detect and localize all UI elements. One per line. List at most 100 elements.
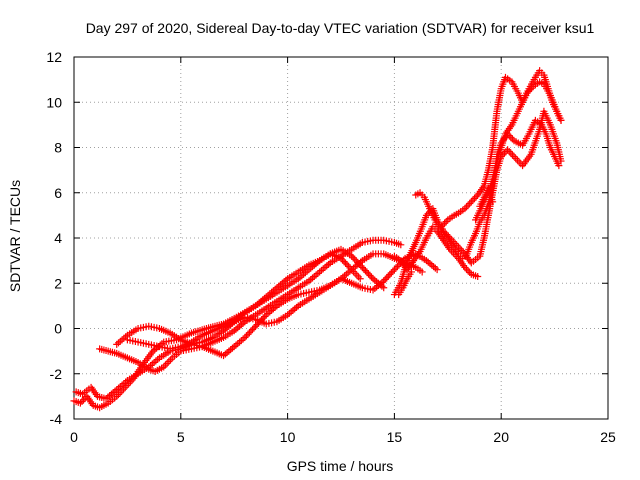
data-point xyxy=(342,259,350,267)
data-point xyxy=(508,135,516,143)
data-point xyxy=(383,274,391,282)
ticks xyxy=(73,56,609,420)
series-track-i xyxy=(472,78,565,224)
data-point xyxy=(557,116,565,124)
data-point xyxy=(464,267,472,275)
data-point xyxy=(247,327,255,335)
data-point xyxy=(348,252,356,260)
y-tick-label: 0 xyxy=(54,321,62,337)
data-point xyxy=(360,265,368,273)
data-point xyxy=(343,261,351,269)
data-point xyxy=(368,273,376,281)
x-tick-label: 5 xyxy=(177,429,185,445)
data-point xyxy=(528,84,536,92)
data-point xyxy=(245,329,253,337)
data-point xyxy=(384,272,392,280)
data-point xyxy=(386,271,394,279)
y-axis-title: SDTVAR / TECUs xyxy=(7,180,23,292)
series-track-c xyxy=(96,236,405,375)
data-point xyxy=(464,201,472,209)
y-tick-label: 4 xyxy=(54,230,62,246)
series-track-l xyxy=(476,184,497,210)
x-axis-title: GPS time / hours xyxy=(287,458,394,474)
data-point xyxy=(340,258,348,266)
data-point xyxy=(361,267,369,275)
data-point xyxy=(437,223,445,231)
data-point xyxy=(442,218,450,226)
data-point xyxy=(252,322,260,330)
x-tick-label: 15 xyxy=(387,429,403,445)
y-tick-label: -2 xyxy=(50,366,63,382)
data-point xyxy=(500,149,508,157)
data-point xyxy=(441,219,449,227)
data-point xyxy=(358,263,366,271)
y-tick-label: 12 xyxy=(46,49,62,65)
data-points xyxy=(70,67,565,412)
data-point xyxy=(241,334,249,342)
data-point xyxy=(524,88,532,96)
x-tick-label: 10 xyxy=(280,429,296,445)
data-point xyxy=(469,196,477,204)
data-point xyxy=(461,205,469,213)
data-point xyxy=(433,266,441,274)
data-point xyxy=(249,325,257,333)
data-point xyxy=(393,262,401,270)
data-point xyxy=(462,265,470,273)
y-tick-label: 6 xyxy=(54,185,62,201)
series-track-j xyxy=(390,223,482,280)
grid xyxy=(74,57,608,419)
data-point xyxy=(351,255,359,263)
data-point xyxy=(422,211,430,219)
data-point xyxy=(505,147,513,155)
y-tick-label: 10 xyxy=(46,94,62,110)
data-point xyxy=(489,198,497,206)
data-point xyxy=(381,275,389,283)
data-point xyxy=(380,277,388,285)
x-tick-label: 20 xyxy=(493,429,509,445)
data-point xyxy=(397,241,405,249)
data-point xyxy=(504,146,512,154)
x-tick-label: 0 xyxy=(70,429,78,445)
data-point xyxy=(244,330,252,338)
data-point xyxy=(387,269,395,277)
data-point xyxy=(339,256,347,264)
data-point xyxy=(555,162,563,170)
tick-labels: 0 5 10 15 20 25 -4 -2 0 2 4 6 8 10 12 xyxy=(46,49,616,445)
series-track-e xyxy=(123,250,441,353)
data-point xyxy=(392,264,400,272)
y-tick-label: 8 xyxy=(54,140,62,156)
data-point xyxy=(407,268,415,276)
data-point xyxy=(356,275,364,283)
data-point xyxy=(507,149,515,157)
data-point xyxy=(390,266,398,274)
series-track-k xyxy=(395,268,415,299)
data-point xyxy=(508,151,516,159)
data-point xyxy=(349,254,357,262)
data-point xyxy=(259,314,267,322)
data-point xyxy=(474,272,482,280)
data-point xyxy=(439,221,447,229)
data-point xyxy=(418,268,426,276)
data-point xyxy=(345,262,353,270)
data-point xyxy=(466,199,474,207)
data-point xyxy=(466,269,474,277)
data-point xyxy=(76,399,84,407)
x-tick-label: 25 xyxy=(600,429,616,445)
data-point xyxy=(242,332,250,340)
data-point xyxy=(507,133,515,141)
data-point xyxy=(472,193,480,201)
y-tick-label: 2 xyxy=(54,275,62,291)
data-point xyxy=(261,313,269,321)
data-point xyxy=(471,194,478,202)
data-point xyxy=(526,86,534,94)
data-point xyxy=(78,397,86,405)
data-point xyxy=(250,324,258,332)
data-point xyxy=(363,268,371,276)
data-point xyxy=(389,267,397,275)
data-point xyxy=(467,198,475,206)
y-tick-label: -4 xyxy=(50,411,63,427)
data-point xyxy=(523,89,531,97)
data-point xyxy=(461,263,469,271)
data-point xyxy=(364,270,372,278)
